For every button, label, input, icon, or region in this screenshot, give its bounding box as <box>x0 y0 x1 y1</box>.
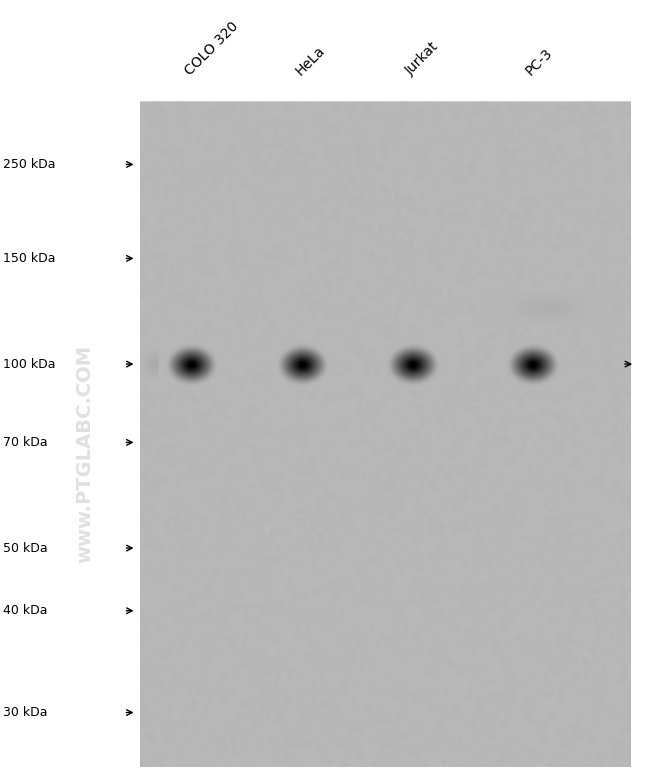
Text: 30 kDa: 30 kDa <box>3 706 47 719</box>
Text: 250 kDa: 250 kDa <box>3 158 56 171</box>
Text: 100 kDa: 100 kDa <box>3 358 56 370</box>
Text: HeLa: HeLa <box>292 44 327 78</box>
Text: 70 kDa: 70 kDa <box>3 436 48 449</box>
Text: www.PTGLABC.COM: www.PTGLABC.COM <box>75 345 94 563</box>
Text: COLO 320: COLO 320 <box>182 20 240 78</box>
Bar <box>140 102 630 767</box>
Text: Jurkat: Jurkat <box>403 40 441 78</box>
Text: 150 kDa: 150 kDa <box>3 252 56 265</box>
Text: PC-3: PC-3 <box>523 46 556 78</box>
Text: 50 kDa: 50 kDa <box>3 542 48 554</box>
Text: 40 kDa: 40 kDa <box>3 604 47 617</box>
